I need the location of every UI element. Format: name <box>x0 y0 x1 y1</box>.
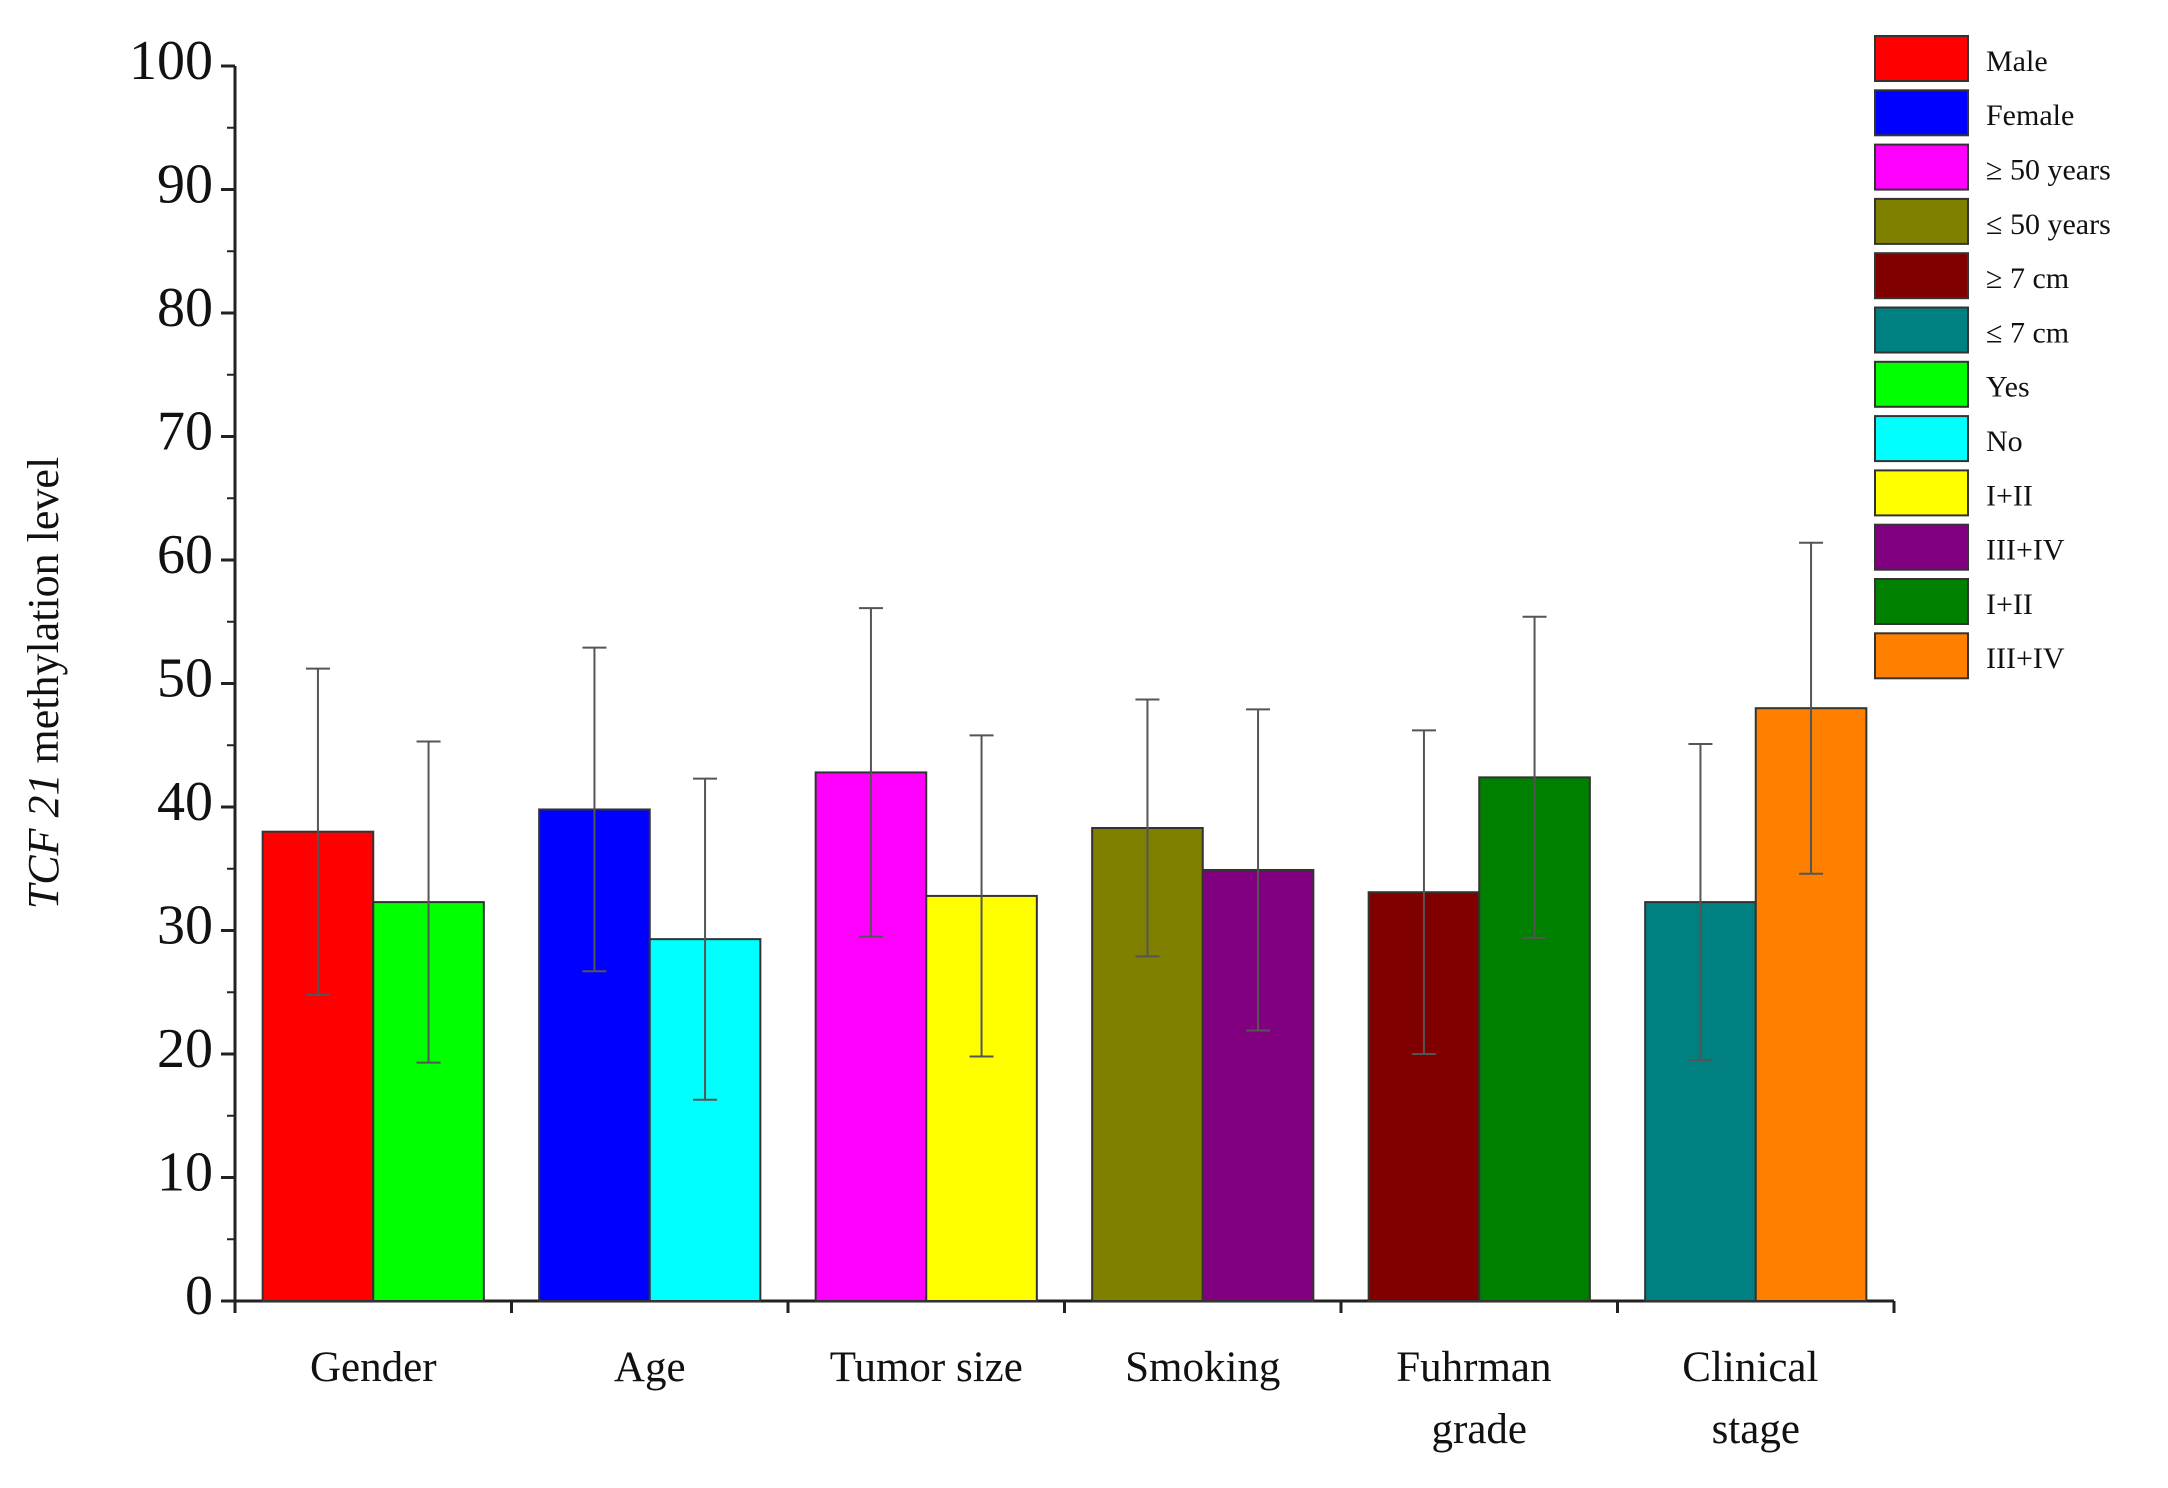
legend-label: Female <box>1986 99 2074 132</box>
legend-swatch <box>1874 197 1969 245</box>
legend-swatch <box>1874 469 1969 517</box>
y-axis-label: TCF 21 methylation level <box>19 457 68 909</box>
error-bar <box>1522 615 1547 939</box>
y-tick-label: 70 <box>157 400 213 462</box>
y-tick-label: 20 <box>157 1018 213 1080</box>
legend-label: III+IV <box>1986 642 2065 675</box>
error-bar <box>582 646 607 973</box>
y-tick-label: 10 <box>157 1141 213 1203</box>
x-tick-label-line: grade <box>1432 1406 1528 1453</box>
y-tick-label: 100 <box>129 30 213 92</box>
y-tick-label: 80 <box>157 277 213 339</box>
y-tick-label: 60 <box>157 524 213 586</box>
error-bar <box>858 607 883 938</box>
x-tick-label: Fuhrman grade <box>1396 1344 1562 1453</box>
x-tick-label-line: Clinical <box>1682 1344 1829 1391</box>
error-bar <box>1799 541 1824 875</box>
error-bar <box>693 777 718 1101</box>
legend-swatch <box>1874 578 1969 625</box>
legend-swatch <box>1874 632 1969 680</box>
legend-label: I+II <box>1986 479 2033 512</box>
bar <box>372 901 485 1302</box>
legend-label: Yes <box>1986 371 2030 404</box>
y-tick-label: 90 <box>157 153 213 215</box>
legend-label: III+IV <box>1986 534 2065 567</box>
x-tick-label: Tumor size <box>830 1344 1023 1391</box>
legend-label: ≤ 50 years <box>1986 208 2111 241</box>
legend-swatch <box>1874 306 1969 354</box>
x-tick-label-line: stage <box>1712 1406 1800 1453</box>
legend-label: I+II <box>1986 588 2033 621</box>
legend-swatch <box>1874 360 1969 408</box>
x-tick-label: Gender <box>310 1344 437 1391</box>
error-bar <box>416 740 441 1064</box>
y-tick-label: 30 <box>157 894 213 956</box>
y-axis-label-rest: methylation level <box>19 457 68 764</box>
y-tick-label: 0 <box>185 1265 213 1327</box>
error-bar <box>1135 698 1160 958</box>
legend-swatch <box>1874 523 1969 571</box>
y-axis-label-italic: TCF 21 <box>19 774 68 910</box>
legend-swatch <box>1874 252 1969 300</box>
error-bar <box>1246 708 1271 1032</box>
y-tick-label: 50 <box>157 647 213 709</box>
x-tick-label: Age <box>614 1344 686 1391</box>
legend-label: No <box>1986 425 2023 458</box>
error-bar <box>1411 729 1436 1055</box>
error-bar <box>305 667 330 996</box>
error-bar <box>969 734 994 1058</box>
legend-swatch <box>1874 35 1969 82</box>
legend-label: ≤ 7 cm <box>1986 316 2069 349</box>
error-bar <box>1688 743 1713 1062</box>
legend-swatch <box>1874 89 1969 137</box>
x-tick-label: Clinical stage <box>1682 1344 1829 1453</box>
legend-label: ≥ 7 cm <box>1986 262 2069 295</box>
legend-swatch <box>1874 415 1969 463</box>
legend-label: ≥ 50 years <box>1986 153 2111 186</box>
x-tick-label-line: Fuhrman <box>1396 1344 1562 1391</box>
legend-swatch <box>1874 143 1969 191</box>
y-tick-label: 40 <box>157 771 213 833</box>
legend-label: Male <box>1986 45 2048 78</box>
x-tick-label: Smoking <box>1125 1344 1280 1391</box>
